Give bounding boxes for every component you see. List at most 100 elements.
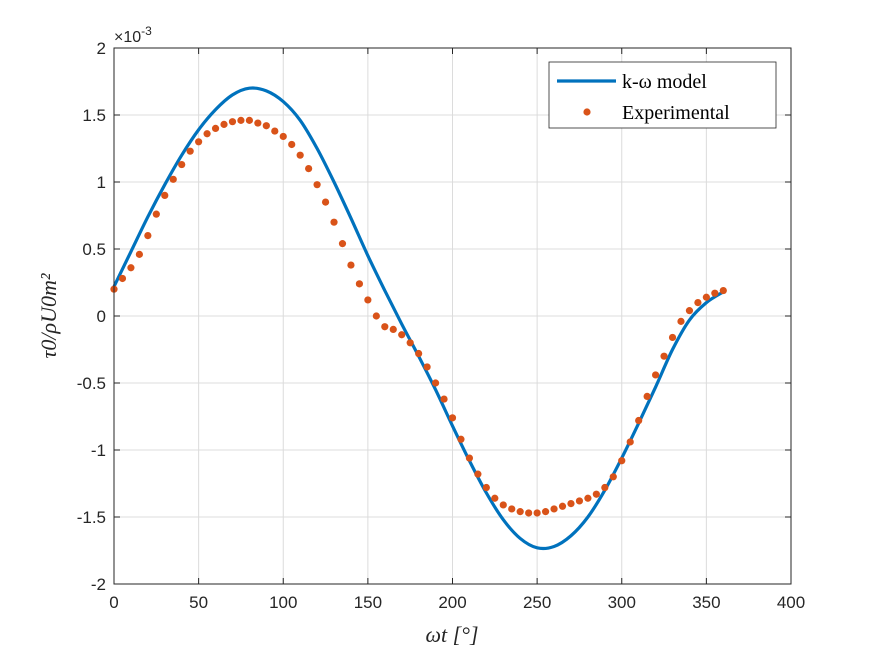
- y-tick-label: -1: [91, 441, 106, 460]
- experimental-point: [355, 280, 364, 288]
- experimental-point: [186, 147, 194, 155]
- experimental-point: [152, 210, 160, 218]
- experimental-point: [465, 454, 474, 462]
- experimental-point: [677, 317, 685, 325]
- experimental-point: [550, 505, 558, 513]
- experimental-point: [457, 435, 465, 443]
- y-tick-label: -2: [91, 575, 106, 594]
- x-tick-label: 350: [692, 593, 720, 612]
- legend-box: [548, 61, 777, 129]
- experimental-point: [474, 470, 482, 478]
- experimental-point: [338, 240, 347, 248]
- experimental-point: [169, 175, 177, 183]
- experimental-point: [195, 138, 203, 146]
- y-axis-label: τ0/ρU0m²: [36, 273, 61, 358]
- experimental-point: [508, 505, 516, 513]
- experimental-point: [135, 250, 143, 258]
- experimental-point: [330, 218, 338, 226]
- experimental-point: [618, 457, 626, 465]
- experimental-point: [321, 198, 330, 206]
- y-tick-label: 0.5: [82, 240, 106, 259]
- experimental-point: [525, 509, 533, 517]
- x-axis-label: ωt [°]: [425, 622, 478, 647]
- experimental-point: [296, 151, 304, 159]
- legend-label-experimental: Experimental: [622, 102, 730, 124]
- experimental-point: [592, 490, 600, 498]
- y-tick-label: 1: [97, 173, 106, 192]
- y-tick-label: 2: [97, 39, 106, 58]
- x-tick-label: 200: [438, 593, 466, 612]
- experimental-point: [415, 349, 423, 358]
- x-tick-label: 150: [354, 593, 382, 612]
- experimental-point: [491, 494, 499, 502]
- experimental-point: [127, 264, 135, 272]
- experimental-point: [575, 497, 584, 505]
- experimental-point: [237, 116, 245, 124]
- experimental-point: [372, 312, 380, 320]
- experimental-point: [635, 416, 643, 425]
- experimental-point: [626, 438, 634, 446]
- experimental-point: [381, 323, 389, 331]
- x-tick-label: 100: [269, 593, 297, 612]
- experimental-point: [702, 293, 710, 301]
- experimental-point: [558, 502, 567, 510]
- experimental-point: [567, 500, 575, 508]
- experimental-point: [541, 508, 550, 516]
- experimental-point: [245, 116, 253, 124]
- experimental-point: [601, 483, 609, 492]
- experimental-point: [161, 191, 169, 199]
- experimental-point: [694, 299, 702, 307]
- experimental-point: [279, 132, 287, 141]
- experimental-point: [516, 508, 524, 516]
- experimental-point: [389, 325, 397, 333]
- experimental-point: [499, 501, 507, 509]
- experimental-point: [660, 352, 668, 360]
- experimental-point: [211, 124, 220, 132]
- y-exponent: ×10-3: [114, 24, 152, 46]
- experimental-point: [609, 473, 617, 481]
- experimental-point: [448, 414, 457, 422]
- experimental-point: [398, 331, 406, 339]
- experimental-point: [482, 483, 490, 492]
- experimental-point: [719, 286, 727, 295]
- y-tick-label: 1.5: [82, 106, 106, 125]
- experimental-point: [144, 232, 152, 240]
- legend-swatch-experimental: [583, 108, 591, 116]
- experimental-point: [262, 122, 270, 130]
- x-tick-label: 0: [109, 593, 118, 612]
- y-tick-label: 0: [97, 307, 106, 326]
- experimental-point: [406, 339, 414, 347]
- experimental-point: [118, 274, 127, 283]
- experimental-point: [220, 120, 228, 128]
- experimental-point: [178, 160, 186, 169]
- experimental-point: [254, 119, 262, 127]
- experimental-point: [711, 289, 719, 297]
- experimental-point: [668, 333, 677, 342]
- experimental-point: [271, 127, 279, 135]
- experimental-point: [288, 140, 296, 149]
- x-tick-label: 300: [608, 593, 636, 612]
- experimental-point: [584, 494, 592, 502]
- x-tick-label: 50: [189, 593, 208, 612]
- experimental-point: [228, 118, 237, 126]
- y-tick-label: -0.5: [77, 374, 106, 393]
- experimental-point: [685, 307, 694, 315]
- legend-label-model: k-ω model: [622, 71, 707, 93]
- experimental-point: [440, 395, 448, 403]
- experimental-point: [364, 296, 372, 304]
- experimental-point: [423, 363, 431, 371]
- experimental-point: [652, 371, 660, 379]
- legend: k-ω model Experimental: [548, 61, 777, 129]
- y-tick-label: -1.5: [77, 508, 106, 527]
- ticks: 0 50 100 150 200 250 300 350 400 -2 -1.5 -1 -0.5 0 0.5…: [77, 39, 805, 612]
- x-tick-label: 250: [523, 593, 551, 612]
- experimental-point: [305, 165, 313, 173]
- experimental-point: [533, 509, 541, 517]
- experimental-point: [313, 181, 321, 189]
- series-layer: [110, 86, 727, 551]
- experimental-point: [643, 392, 651, 400]
- experimental-point: [203, 130, 211, 138]
- experimental-point: [431, 379, 440, 387]
- experimental-point: [347, 261, 355, 269]
